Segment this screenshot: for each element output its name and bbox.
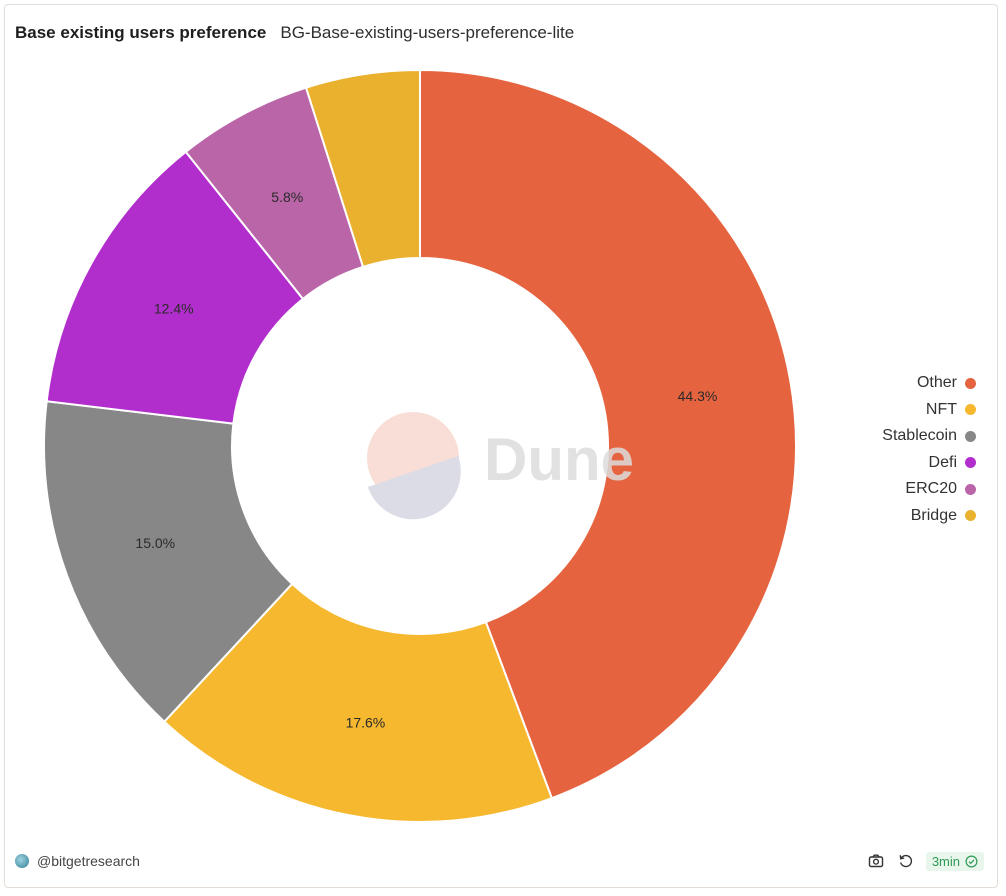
footer-actions: 3min <box>866 851 984 871</box>
legend-label: Other <box>916 374 957 392</box>
legend-item-bridge[interactable]: Bridge <box>911 503 976 530</box>
legend-dot <box>965 510 976 522</box>
author-avatar <box>15 854 29 868</box>
legend-dot <box>965 404 976 416</box>
legend-item-stablecoin[interactable]: Stablecoin <box>882 423 976 450</box>
refresh-badge[interactable]: 3min <box>925 851 984 871</box>
watermark-logo-bottom <box>367 456 461 520</box>
refresh-icon[interactable] <box>896 851 916 871</box>
slice-nft[interactable] <box>162 582 554 823</box>
legend-item-erc20[interactable]: ERC20 <box>905 476 976 503</box>
legend-dot <box>965 377 976 389</box>
camera-icon[interactable] <box>866 851 886 871</box>
slice-label-erc20: 5.8% <box>271 189 303 205</box>
slice-labels: 44.3% 17.6% 15.0% 12.4% 5.8% <box>135 189 717 730</box>
watermark-text: Dune <box>484 426 634 493</box>
legend-label: Stablecoin <box>882 427 957 445</box>
author-name: @bitgetresearch <box>37 853 140 869</box>
donut-slices <box>43 68 797 823</box>
legend-dot <box>965 430 976 442</box>
legend-dot <box>965 483 976 495</box>
refresh-badge-text: 3min <box>931 853 960 869</box>
author-link[interactable]: @bitgetresearch <box>15 853 140 869</box>
chart-header: Base existing users preference BG-Base-e… <box>15 23 574 43</box>
check-circle-icon <box>965 855 978 867</box>
legend-label: Defi <box>928 453 957 471</box>
slice-label-defi: 12.4% <box>154 301 194 317</box>
chart-legend: Other NFT Stablecoin Defi ERC20 Bridge <box>882 370 976 529</box>
legend-label: ERC20 <box>905 480 957 498</box>
slice-stablecoin[interactable] <box>43 400 294 724</box>
legend-label: Bridge <box>910 506 957 524</box>
dune-watermark: Dune <box>367 412 634 520</box>
legend-dot <box>965 457 976 469</box>
legend-item-other[interactable]: Other <box>917 370 976 397</box>
legend-item-defi[interactable]: Defi <box>929 450 976 477</box>
slice-label-stablecoin: 15.0% <box>135 535 175 551</box>
legend-item-nft[interactable]: NFT <box>926 397 976 424</box>
chart-title: Base existing users preference <box>15 23 267 42</box>
chart-subtitle: BG-Base-existing-users-preference-lite <box>280 23 575 42</box>
slice-label-nft: 17.6% <box>346 715 386 731</box>
slice-other[interactable] <box>419 68 797 800</box>
slice-bridge[interactable] <box>304 68 421 269</box>
legend-label: NFT <box>925 400 957 418</box>
slice-label-other: 44.3% <box>678 388 718 404</box>
